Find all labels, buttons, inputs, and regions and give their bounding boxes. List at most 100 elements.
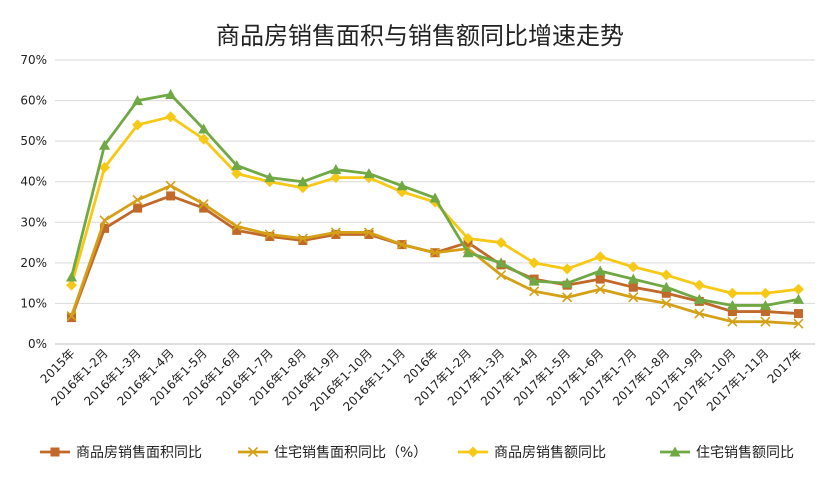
data-point-marker	[429, 192, 441, 203]
legend-label: 住宅销售额同比	[696, 445, 794, 461]
y-tick-label: 50%	[20, 134, 47, 148]
data-point-marker	[231, 221, 242, 232]
data-point-marker	[198, 123, 210, 134]
data-point-marker	[364, 229, 374, 239]
data-point-marker	[199, 203, 209, 213]
data-point-marker	[669, 446, 681, 457]
data-point-marker	[660, 281, 672, 292]
data-point-marker	[330, 164, 342, 175]
legend-item: 商品房销售额同比	[458, 445, 606, 461]
data-point-marker	[165, 88, 177, 99]
data-point-marker	[793, 318, 804, 329]
data-point-marker	[495, 237, 507, 249]
data-point-marker	[165, 111, 177, 123]
y-tick-label: 30%	[20, 215, 47, 229]
data-point-marker	[529, 286, 540, 297]
data-point-marker	[495, 257, 507, 268]
data-point-marker	[99, 215, 110, 226]
legend-label: 商品房销售面积同比	[76, 445, 202, 461]
data-point-marker	[132, 194, 143, 206]
data-point-marker	[330, 227, 341, 238]
legend-label: 商品房销售额同比	[494, 445, 606, 461]
data-point-marker	[132, 119, 144, 131]
data-point-marker	[693, 293, 705, 304]
data-point-marker	[759, 299, 771, 310]
data-point-marker	[760, 316, 771, 327]
data-point-marker	[528, 275, 540, 286]
grid-layer	[55, 59, 815, 345]
data-point-marker	[66, 310, 77, 322]
series-layer	[66, 88, 804, 329]
data-point-marker	[264, 229, 275, 240]
data-point-marker	[67, 313, 77, 323]
data-point-marker	[99, 139, 111, 150]
data-point-marker	[330, 172, 342, 184]
data-point-marker	[628, 282, 638, 292]
data-point-marker	[166, 191, 176, 201]
data-point-marker	[331, 229, 341, 239]
data-point-marker	[298, 236, 308, 246]
data-point-marker	[528, 257, 540, 269]
legend-item: 住宅销售面积同比（%）	[238, 445, 427, 461]
data-point-marker	[661, 298, 672, 309]
data-point-marker	[727, 316, 738, 327]
data-point-marker	[694, 308, 705, 319]
data-point-marker	[265, 231, 275, 241]
data-point-marker	[594, 265, 606, 276]
data-point-marker	[264, 172, 276, 183]
data-point-marker	[627, 273, 639, 284]
chart-title: 商品房销售面积与销售额同比增速走势	[216, 22, 624, 50]
data-point-marker	[396, 239, 408, 250]
data-point-marker	[727, 307, 737, 317]
data-point-marker	[429, 247, 441, 258]
data-point-marker	[627, 261, 639, 273]
data-point-marker	[467, 446, 479, 458]
legend: 商品房销售面积同比 住宅销售面积同比（%） 商品房销售额同比 住宅销售额同比	[40, 445, 794, 461]
data-point-marker	[792, 293, 804, 304]
data-point-marker	[628, 292, 639, 303]
data-point-marker	[396, 180, 408, 191]
data-point-marker	[726, 299, 738, 310]
data-point-marker	[793, 309, 803, 319]
data-point-marker	[363, 168, 375, 179]
data-point-marker	[297, 176, 309, 187]
y-tick-label: 0%	[28, 337, 47, 351]
series-4	[66, 88, 804, 310]
y-tick-label: 70%	[20, 53, 47, 67]
data-point-marker	[760, 307, 770, 317]
data-point-marker	[726, 287, 738, 299]
data-point-marker	[133, 203, 143, 213]
data-point-marker	[661, 288, 671, 298]
data-point-marker	[693, 279, 705, 291]
data-point-marker	[595, 284, 606, 295]
data-point-marker	[66, 279, 78, 291]
data-point-marker	[363, 227, 374, 238]
data-point-marker	[594, 251, 606, 263]
data-point-marker	[247, 446, 259, 458]
data-point-marker	[50, 447, 60, 457]
data-point-marker	[462, 233, 474, 245]
data-point-marker	[297, 233, 308, 244]
data-point-marker	[100, 223, 110, 233]
data-point-marker	[595, 274, 605, 284]
data-point-marker	[231, 159, 243, 170]
y-tick-label: 40%	[20, 175, 47, 189]
data-point-marker	[198, 198, 209, 210]
data-point-marker	[66, 271, 78, 282]
data-point-marker	[132, 95, 144, 106]
data-point-marker	[496, 269, 507, 281]
legend-item: 住宅销售额同比	[660, 445, 794, 461]
data-point-marker	[562, 292, 573, 303]
data-point-marker	[759, 287, 771, 299]
legend-item: 商品房销售面积同比	[40, 445, 202, 461]
y-tick-label: 10%	[20, 296, 47, 310]
y-tick-label: 20%	[20, 256, 47, 270]
data-point-marker	[165, 180, 176, 191]
data-point-marker	[232, 225, 242, 235]
y-tick-label: 60%	[20, 94, 47, 108]
series-2	[66, 180, 804, 329]
data-point-marker	[792, 283, 804, 295]
